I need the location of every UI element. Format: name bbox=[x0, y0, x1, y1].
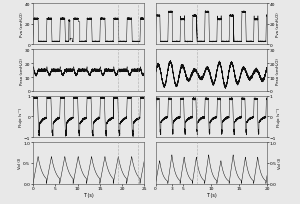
Y-axis label: Pva (cmH₂O): Pva (cmH₂O) bbox=[276, 12, 280, 37]
Y-axis label: Flujo (s⁻¹): Flujo (s⁻¹) bbox=[277, 107, 281, 126]
Y-axis label: Vol (l): Vol (l) bbox=[18, 157, 22, 169]
Y-axis label: Peso (cmH₂O): Peso (cmH₂O) bbox=[276, 57, 280, 84]
Y-axis label: Pva (cmH₂O): Pva (cmH₂O) bbox=[20, 12, 24, 37]
X-axis label: T (s): T (s) bbox=[206, 192, 217, 197]
X-axis label: T (s): T (s) bbox=[83, 192, 94, 197]
Y-axis label: Vol (l): Vol (l) bbox=[278, 157, 282, 169]
Y-axis label: Flujo (s⁻¹): Flujo (s⁻¹) bbox=[19, 107, 23, 126]
Y-axis label: Peso (cmH₂O): Peso (cmH₂O) bbox=[20, 57, 24, 84]
